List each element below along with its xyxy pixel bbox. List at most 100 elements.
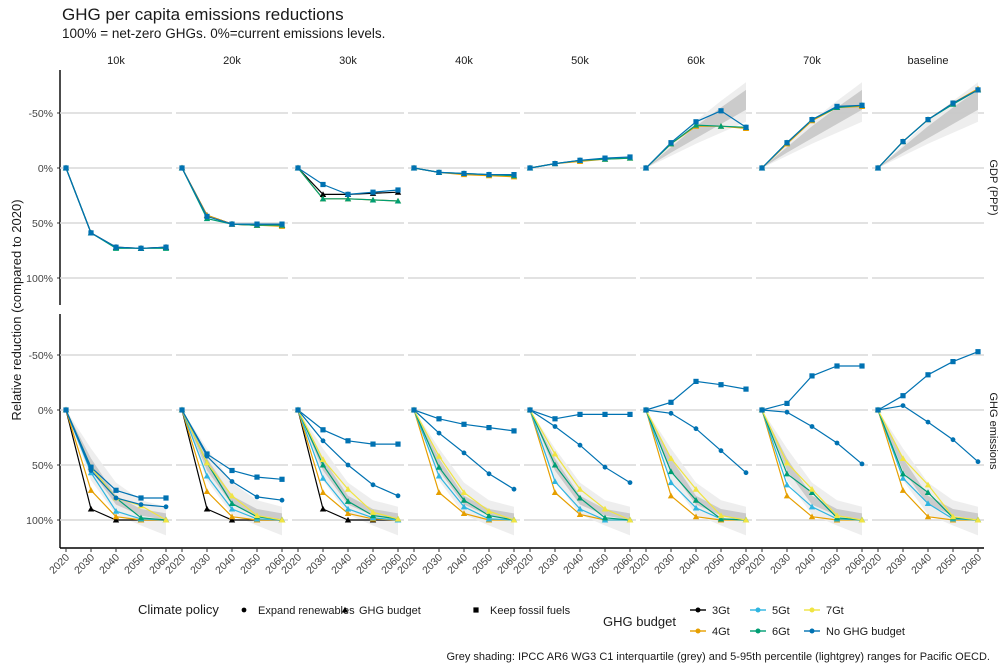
ipcc-band-interquartile: [646, 89, 746, 168]
facet-column-label: 50k: [571, 55, 589, 67]
x-tick-label: 2050: [934, 552, 959, 577]
data-point: [834, 103, 840, 109]
data-point: [203, 459, 211, 466]
data-point: [319, 456, 327, 463]
data-point: [279, 497, 285, 503]
data-point: [486, 471, 492, 477]
series-line: [65, 167, 167, 249]
x-tick-label: 2040: [677, 552, 702, 577]
data-point: [626, 516, 634, 523]
data-point: [576, 494, 584, 501]
data-point: [833, 512, 841, 519]
data-point: [436, 169, 442, 175]
data-point: [859, 363, 865, 369]
data-point: [278, 516, 286, 523]
legend-key-dot: [809, 628, 815, 634]
data-point: [486, 172, 492, 178]
data-point: [163, 504, 169, 510]
data-point: [784, 400, 790, 406]
data-point: [279, 221, 285, 227]
data-point: [627, 480, 633, 485]
data-point: [950, 359, 956, 365]
data-point: [254, 474, 260, 480]
data-point: [179, 165, 185, 171]
facet-column-label: 10k: [107, 55, 125, 67]
x-tick-label: 2050: [470, 552, 495, 577]
data-point: [228, 513, 236, 520]
y-tick-label: -50%: [28, 350, 53, 362]
data-point: [668, 410, 674, 416]
data-point: [485, 515, 493, 522]
data-point: [602, 411, 608, 417]
data-point: [320, 427, 326, 433]
data-point: [319, 475, 327, 481]
ipcc-band-5-95: [298, 410, 398, 536]
data-point: [435, 464, 443, 470]
data-point: [834, 363, 840, 369]
facet-column-label: 60k: [687, 55, 705, 67]
data-point: [667, 479, 675, 486]
legend-label-budget: 4Gt: [712, 626, 730, 638]
facet-column-label: 20k: [223, 55, 241, 67]
x-tick-label: 2040: [329, 552, 354, 577]
data-point: [924, 481, 932, 488]
chart-title: GHG per capita emissions reductions: [62, 5, 344, 24]
data-point: [900, 403, 906, 408]
data-point: [344, 195, 352, 202]
series-line: [181, 167, 282, 225]
data-point: [527, 165, 533, 171]
x-tick-label: 2050: [586, 552, 611, 577]
data-point: [551, 489, 559, 496]
y-tick-label: 50%: [32, 460, 53, 472]
data-point: [411, 165, 417, 171]
legend-label-budget: 3Gt: [712, 605, 730, 617]
data-point: [808, 503, 816, 510]
ipcc-band-interquartile: [878, 410, 978, 520]
data-point: [808, 513, 816, 520]
x-tick-label: 2060: [959, 552, 984, 577]
data-point: [925, 372, 931, 378]
data-point: [925, 419, 931, 425]
data-point: [511, 428, 517, 434]
ipcc-band-interquartile: [762, 410, 862, 520]
ipcc-band-5-95: [878, 82, 978, 168]
data-point: [692, 504, 700, 511]
data-point: [975, 349, 981, 355]
y-tick-label: 0%: [38, 405, 53, 417]
x-tick-label: 2030: [188, 552, 213, 577]
data-point: [369, 196, 377, 203]
series-line: [297, 167, 399, 196]
data-point: [717, 123, 725, 129]
legend-label-budget: 5Gt: [772, 605, 790, 617]
data-point: [63, 407, 69, 413]
x-tick-label: 2030: [536, 552, 561, 577]
data-point: [809, 373, 815, 379]
data-point: [859, 461, 865, 467]
facet-row-label: GHG emissions: [987, 392, 999, 470]
data-point: [602, 155, 608, 161]
data-point: [394, 515, 402, 522]
data-point: [899, 455, 907, 461]
ipcc-band-5-95: [762, 410, 862, 536]
data-point: [551, 450, 559, 457]
facet-row-label: GDP (PPP): [987, 159, 999, 215]
data-point: [203, 505, 211, 512]
data-point: [228, 492, 236, 499]
x-tick-label: 2030: [420, 552, 445, 577]
data-point: [718, 108, 724, 114]
data-point: [253, 512, 261, 519]
data-point: [924, 489, 932, 496]
data-point: [435, 472, 443, 479]
series-line: [877, 351, 979, 411]
data-point: [551, 461, 559, 468]
legend-key-dot: [755, 628, 761, 634]
data-point: [924, 513, 932, 520]
data-point: [63, 165, 69, 171]
data-point: [899, 487, 907, 493]
data-point: [113, 487, 119, 493]
data-point: [875, 165, 881, 171]
data-point: [875, 407, 881, 413]
data-point: [667, 455, 675, 461]
y-tick-label: 0%: [38, 163, 53, 175]
